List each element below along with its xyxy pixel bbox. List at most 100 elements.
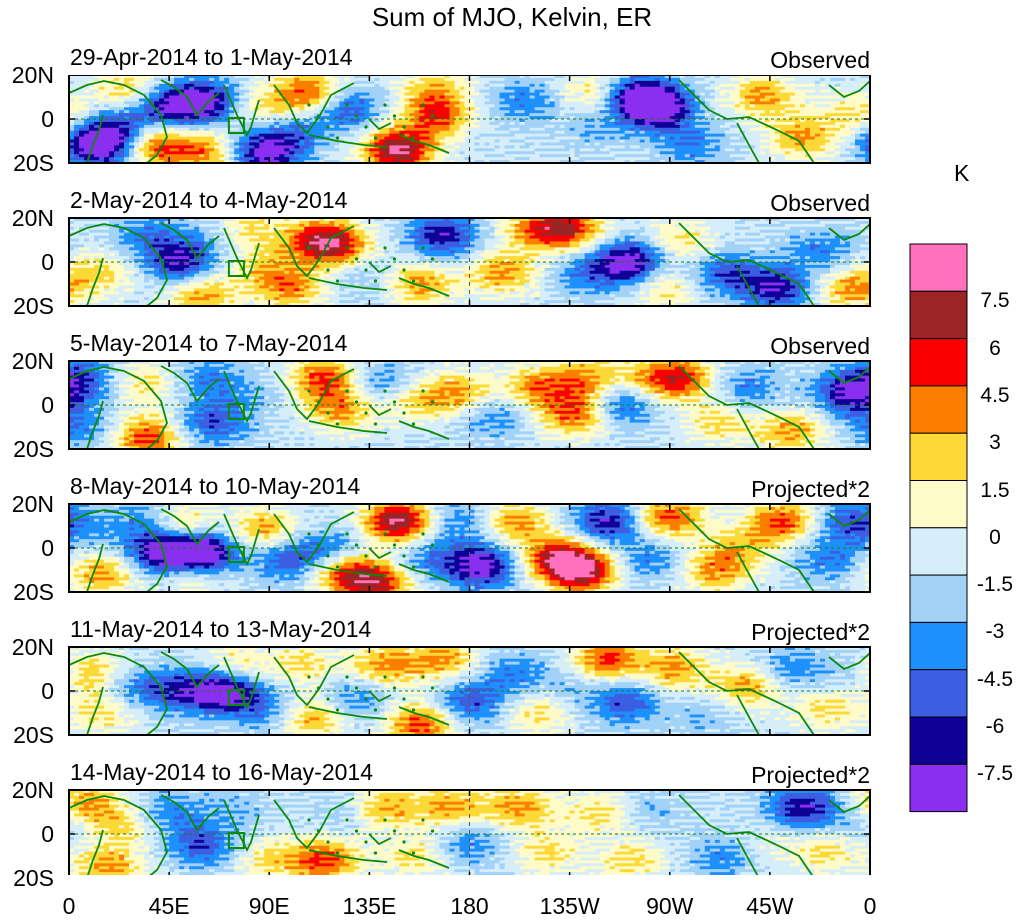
heatmap-cell [659,83,666,88]
heatmap-cell [559,113,566,117]
heatmap-cell [739,121,746,126]
heatmap-cell [814,121,821,126]
heatmap-cell [489,119,496,123]
heatmap-cell [69,148,75,152]
heatmap-cell [404,101,411,105]
heatmap-cell [474,89,481,94]
heatmap-cell [609,95,616,100]
heatmap-cell [769,89,776,94]
heatmap-cell [374,113,380,117]
heatmap-cell [489,83,496,88]
heatmap-cell [244,130,250,135]
heatmap-cell [419,119,426,123]
heatmap-cell [774,95,781,100]
heatmap-cell [219,116,225,120]
heatmap-cell [604,113,611,117]
heatmap-cell [609,110,616,114]
heatmap-cell [579,142,586,146]
heatmap-cell [674,154,681,158]
heatmap-cell [369,92,375,97]
heatmap-cell [849,101,856,105]
heatmap-cell [604,116,611,120]
heatmap-cell [199,101,205,105]
heatmap-cell [589,83,596,88]
heatmap-cell [769,133,776,138]
heatmap-cell [494,104,501,108]
heatmap-cell [704,121,711,126]
heatmap-cell [239,89,245,94]
heatmap-cell [234,83,240,88]
heatmap-cell [474,218,481,222]
heatmap-cell [699,95,706,100]
heatmap-cell [514,110,521,114]
heatmap-cell [159,160,165,163]
heatmap-cell [194,101,200,105]
heatmap-cell [439,119,446,123]
heatmap-cell [119,83,125,88]
heatmap-cell [864,124,870,129]
heatmap-cell [814,75,821,79]
heatmap-cell [724,116,731,120]
heatmap-cell [419,89,426,94]
heatmap-cell [824,95,831,100]
heatmap-cell [829,133,836,138]
heatmap-cell [519,154,526,158]
heatmap-cell [829,160,836,163]
heatmap-cell [564,142,571,146]
heatmap-cell [659,86,666,91]
heatmap-cell [304,139,310,144]
heatmap-cell [289,77,295,82]
heatmap-cell [389,160,396,163]
heatmap-cell [259,116,265,120]
heatmap-cell [609,127,616,132]
heatmap-cell [69,77,75,82]
heatmap-cell [434,80,441,85]
heatmap-cell [574,124,581,129]
heatmap-cell [564,86,571,91]
heatmap-cell [329,136,335,141]
heatmap-cell [679,127,686,132]
heatmap-cell [144,98,150,102]
heatmap-cell [214,139,220,144]
heatmap-cell [179,121,185,126]
heatmap-cell [559,98,566,102]
heatmap-cell [414,92,421,97]
heatmap-cell [89,110,95,114]
heatmap-cell [184,77,190,82]
heatmap-cell [494,148,501,152]
heatmap-cell [334,110,340,114]
heatmap-cell [309,110,315,114]
heatmap-cell [799,113,806,117]
heatmap-cell [129,218,135,222]
heatmap-cell [109,119,115,123]
heatmap-cell [744,92,751,97]
heatmap-cell [529,83,536,88]
heatmap-cell [489,75,496,79]
heatmap-cell [184,151,190,155]
heatmap-cell [234,133,240,138]
heatmap-cell [454,142,461,146]
heatmap-cell [239,95,245,100]
heatmap-cell [794,77,801,82]
heatmap-cell [399,116,406,120]
heatmap-cell [244,89,250,94]
heatmap-cell [639,86,646,91]
heatmap-cell [459,107,466,111]
heatmap-cell [99,145,105,149]
heatmap-cell [444,133,451,138]
heatmap-cell [404,124,411,129]
heatmap-cell [399,89,406,94]
heatmap-cell [284,160,290,163]
heatmap-cell [694,77,701,82]
heatmap-cell [99,160,105,163]
heatmap-cell [289,157,295,161]
heatmap-cell [369,160,375,163]
heatmap-cell [694,148,701,152]
heatmap-cell [669,75,676,79]
heatmap-cell [254,121,260,126]
heatmap-cell [614,101,621,105]
heatmap-cell [654,98,661,102]
heatmap-cell [404,98,411,102]
heatmap-cell [364,89,370,94]
heatmap-cell [669,107,676,111]
